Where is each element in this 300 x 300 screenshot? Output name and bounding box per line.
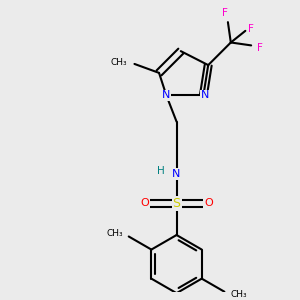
Text: H: H — [157, 166, 164, 176]
Text: CH₃: CH₃ — [106, 229, 123, 238]
Text: N: N — [162, 91, 171, 100]
Text: N: N — [172, 169, 181, 179]
Text: CH₃: CH₃ — [111, 58, 127, 67]
Text: N: N — [201, 91, 209, 100]
Text: F: F — [257, 43, 263, 53]
Text: O: O — [204, 198, 213, 208]
Text: CH₃: CH₃ — [230, 290, 247, 299]
Text: S: S — [172, 196, 181, 209]
Text: F: F — [222, 8, 228, 18]
Text: F: F — [248, 24, 254, 34]
Text: O: O — [140, 198, 149, 208]
